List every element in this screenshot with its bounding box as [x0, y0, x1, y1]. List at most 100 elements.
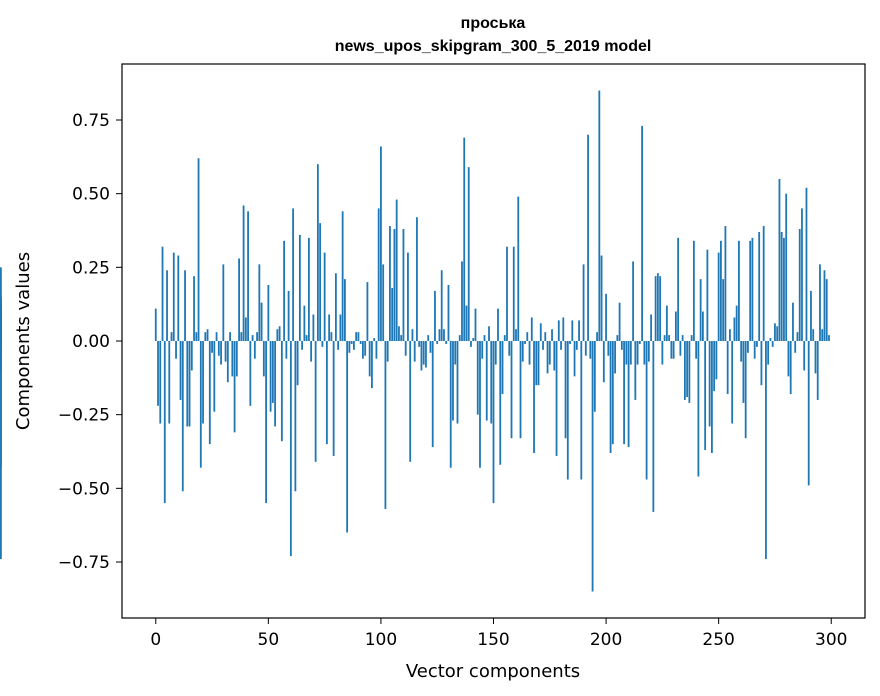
- bar: [353, 341, 355, 350]
- bar: [0, 341, 2, 353]
- bar: [796, 332, 799, 341]
- bar: [747, 341, 749, 353]
- bar: [512, 246, 515, 341]
- bar: [807, 341, 810, 486]
- bar: [411, 329, 414, 341]
- bar: [476, 341, 479, 415]
- bar: [438, 329, 441, 341]
- bar: [695, 341, 698, 359]
- bar: [672, 341, 675, 359]
- bar: [670, 341, 673, 359]
- bar: [298, 234, 301, 341]
- bar: [334, 273, 337, 341]
- bar: [420, 341, 423, 371]
- x-tick-label: 200: [590, 630, 622, 650]
- bar: [497, 308, 499, 341]
- bar: [627, 341, 630, 448]
- bar: [794, 341, 797, 353]
- chart-subtitle: news_upos_skipgram_300_5_2019 model: [335, 38, 652, 55]
- bar: [262, 341, 265, 377]
- bar: [715, 341, 718, 380]
- bar: [364, 341, 367, 356]
- bar: [733, 317, 736, 341]
- bar: [828, 335, 830, 341]
- bar: [449, 341, 452, 468]
- bar: [564, 341, 567, 439]
- bar: [175, 341, 177, 359]
- bar: [483, 335, 486, 341]
- bar: [389, 226, 391, 341]
- bar: [321, 341, 324, 347]
- bar: [501, 341, 504, 395]
- y-tick-label: 0.50: [72, 185, 110, 205]
- bar: [641, 125, 643, 341]
- bar: [179, 341, 182, 400]
- bar: [467, 167, 470, 341]
- bar: [398, 326, 400, 341]
- bar: [492, 341, 495, 504]
- bar: [785, 193, 788, 341]
- x-tick-label: 0: [150, 630, 161, 650]
- bar: [274, 341, 276, 427]
- bar: [706, 249, 709, 341]
- bar: [533, 341, 535, 453]
- bar: [717, 252, 720, 341]
- x-axis-ticks: 0 50 100 150 200 250 300: [150, 618, 847, 650]
- bar: [244, 317, 247, 341]
- bar: [704, 341, 707, 451]
- bar: [618, 302, 621, 341]
- bar: [215, 332, 218, 341]
- bar: [823, 270, 826, 341]
- bar: [771, 341, 774, 347]
- bar: [596, 332, 598, 341]
- bar: [742, 341, 745, 403]
- bar: [211, 341, 213, 353]
- bar: [190, 341, 193, 371]
- bar: [587, 134, 589, 341]
- bar: [629, 341, 632, 365]
- bar: [404, 341, 407, 356]
- bar: [445, 341, 448, 344]
- bar: [711, 341, 713, 453]
- bar: [294, 341, 297, 492]
- bar: [301, 341, 304, 350]
- bar: [557, 320, 560, 341]
- bar: [247, 211, 249, 341]
- bar: [229, 332, 231, 341]
- bar: [278, 326, 281, 341]
- bar: [623, 341, 625, 445]
- bar: [805, 187, 808, 341]
- bar: [798, 229, 801, 341]
- bar: [774, 323, 776, 341]
- bar: [407, 252, 409, 341]
- bar: [783, 237, 785, 341]
- bar: [355, 332, 358, 341]
- bar: [551, 329, 553, 341]
- bar: [357, 332, 360, 341]
- bar: [778, 178, 781, 341]
- bar: [391, 287, 394, 341]
- bar: [697, 341, 700, 477]
- bar: [661, 341, 664, 365]
- bar: [819, 264, 821, 341]
- bar: [166, 270, 168, 341]
- bar: [546, 341, 549, 374]
- bar: [287, 290, 290, 341]
- bar: [616, 335, 619, 341]
- bar: [789, 341, 792, 395]
- bar: [157, 341, 159, 406]
- bar: [373, 338, 376, 341]
- bar: [458, 335, 461, 341]
- bar: [801, 208, 803, 341]
- bar: [674, 311, 677, 341]
- bar: [276, 329, 279, 341]
- bar: [289, 341, 292, 557]
- bar: [756, 341, 758, 347]
- bar: [222, 264, 225, 341]
- bar: [461, 261, 463, 341]
- bar: [569, 341, 571, 344]
- x-tick-label: 300: [815, 630, 847, 650]
- y-axis-ticks: −0.75 −0.50 −0.25 0.00 0.25 0.50 0.75: [58, 111, 122, 573]
- bar: [307, 237, 310, 341]
- bar: [199, 341, 202, 468]
